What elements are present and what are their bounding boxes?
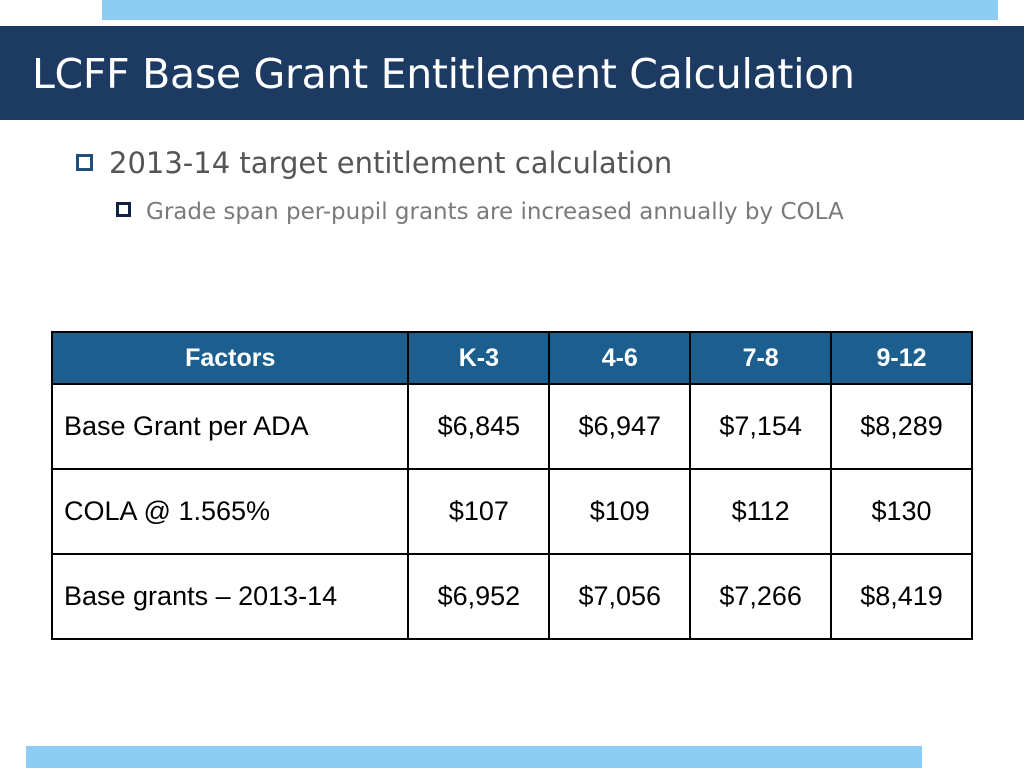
bullet-level-1: 2013-14 target entitlement calculation xyxy=(76,146,672,180)
header-factors: Factors xyxy=(50,331,410,385)
row-label: COLA @ 1.565% xyxy=(50,468,410,555)
bottom-accent-strip xyxy=(26,746,922,768)
title-bar xyxy=(0,26,1024,120)
table-row: COLA @ 1.565% $107 $109 $112 $130 xyxy=(50,468,973,555)
table-cell: $112 xyxy=(689,468,833,555)
base-grant-table: Factors K-3 4-6 7-8 9-12 Base Grant per … xyxy=(50,331,973,640)
table-row: Base grants – 2013-14 $6,952 $7,056 $7,2… xyxy=(50,553,973,640)
table-cell: $107 xyxy=(407,468,551,555)
table-cell: $7,056 xyxy=(548,553,692,640)
header-7-8: 7-8 xyxy=(689,331,833,385)
sub-bullet-text: Grade span per-pupil grants are increase… xyxy=(146,199,844,225)
top-accent-strip xyxy=(102,0,998,20)
table-cell: $8,289 xyxy=(830,383,973,470)
row-label: Base Grant per ADA xyxy=(50,383,410,470)
table-row: Base Grant per ADA $6,845 $6,947 $7,154 … xyxy=(50,383,973,470)
table-cell: $109 xyxy=(548,468,692,555)
table-cell: $6,947 xyxy=(548,383,692,470)
table-header-row: Factors K-3 4-6 7-8 9-12 xyxy=(50,331,973,385)
slide-title: LCFF Base Grant Entitlement Calculation xyxy=(32,50,855,98)
square-bullet-icon xyxy=(76,154,93,171)
row-label: Base grants – 2013-14 xyxy=(50,553,410,640)
table-cell: $7,266 xyxy=(689,553,833,640)
bullet-level-2: Grade span per-pupil grants are increase… xyxy=(116,196,916,228)
header-4-6: 4-6 xyxy=(548,331,692,385)
table-cell: $7,154 xyxy=(689,383,833,470)
table-cell: $6,952 xyxy=(407,553,551,640)
table-cell: $6,845 xyxy=(407,383,551,470)
table-cell: $130 xyxy=(830,468,973,555)
header-9-12: 9-12 xyxy=(830,331,973,385)
header-k-3: K-3 xyxy=(407,331,551,385)
table-cell: $8,419 xyxy=(830,553,973,640)
square-bullet-icon xyxy=(116,202,131,217)
bullet-text: 2013-14 target entitlement calculation xyxy=(109,146,673,180)
